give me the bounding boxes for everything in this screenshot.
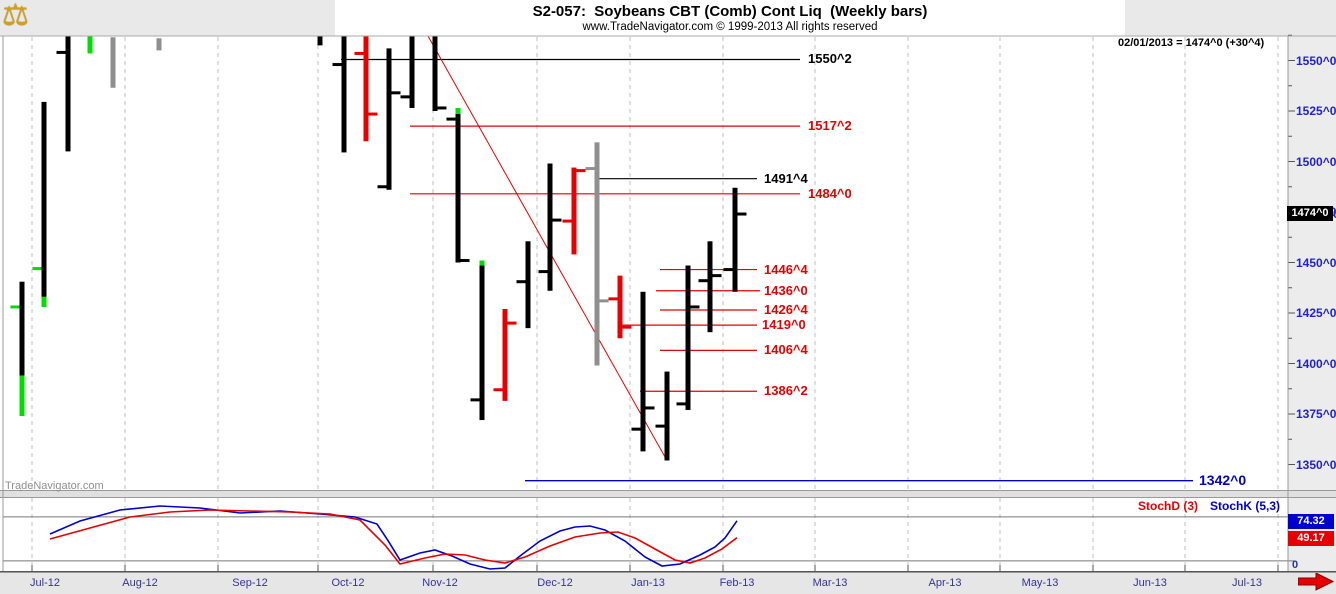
month-label: Oct-12 <box>331 577 365 589</box>
month-label: Nov-12 <box>422 577 458 589</box>
price-bar <box>516 241 531 329</box>
month-gridlines <box>31 37 1279 571</box>
sr-line-label: 1406^4 <box>764 342 808 358</box>
price-axis-label: 1375^0 <box>1296 407 1336 421</box>
sr-line-label: 1426^4 <box>764 301 808 317</box>
price-bars <box>10 36 747 461</box>
partial-axis-label: 0 <box>1333 207 1336 221</box>
month-label: Jun-13 <box>1133 577 1167 589</box>
month-label: Sep-12 <box>232 577 268 589</box>
price-axis-label: 1425^0 <box>1296 306 1336 320</box>
title-box: S2-057: Soybeans CBT (Comb) Cont Liq (We… <box>335 0 1125 36</box>
price-bar <box>156 38 162 51</box>
scroll-right-arrow-button[interactable] <box>1298 573 1336 591</box>
stoch-zero-label: 0 <box>1292 559 1299 571</box>
price-bar <box>655 371 670 461</box>
stoch-curves <box>49 505 738 570</box>
stoch-k-legend[interactable]: StochK (5,3) <box>1210 499 1281 513</box>
last-price-badge: 1474^0 <box>1287 206 1333 221</box>
price-bar <box>585 142 609 366</box>
month-label: Jul-13 <box>1232 577 1262 589</box>
sr-line-label: 1491^4 <box>764 170 808 186</box>
stoch-curve <box>49 509 738 565</box>
stoch-level-lines <box>3 516 1294 562</box>
price-bar <box>400 36 415 108</box>
time-axis-strip[interactable] <box>0 572 1336 594</box>
panel-frames <box>0 35 1336 572</box>
price-bar <box>538 163 562 291</box>
chart-title: S2-057: Soybeans CBT (Comb) Cont Liq (We… <box>532 3 928 20</box>
month-label: May-13 <box>1021 577 1059 589</box>
trade-navigator-logo-icon: ⚖ <box>2 0 29 32</box>
month-label: Apr-13 <box>928 577 962 589</box>
sr-line-label: 1386^2 <box>764 383 808 399</box>
sr-line-label: 1436^0 <box>764 282 808 298</box>
sr-line-label: 1484^0 <box>808 185 852 201</box>
price-bar <box>723 187 747 292</box>
price-axis-label: 1350^0 <box>1296 457 1336 472</box>
price-bar <box>493 308 517 401</box>
stoch-k-value-badge: 74.32 <box>1288 514 1334 529</box>
price-bar <box>10 281 25 417</box>
price-axis-label: 1550^0 <box>1296 53 1336 68</box>
price-bar <box>56 36 71 152</box>
price-bar <box>698 241 722 333</box>
month-label: Jul-12 <box>30 577 60 589</box>
price-bar <box>317 36 323 46</box>
sr-line-label: 1419^0 <box>762 317 806 333</box>
sr-line-label: 1550^2 <box>808 51 852 67</box>
price-bar <box>432 36 447 112</box>
price-axis-label: 1525^0 <box>1296 104 1336 118</box>
price-bar <box>87 36 93 54</box>
cursor-date-price-readout: 02/01/2013 = 1474^0 (+30^4) <box>1118 37 1265 49</box>
support-resistance-lines <box>341 58 1193 482</box>
price-bar <box>354 36 378 142</box>
month-label: Jan-13 <box>631 577 665 589</box>
price-bar <box>676 265 700 410</box>
price-bar <box>470 260 485 421</box>
price-bar <box>32 101 47 307</box>
stoch-curve <box>49 505 738 570</box>
sr-line-label: 1517^2 <box>808 118 852 134</box>
price-axis-strip[interactable] <box>1288 36 1336 571</box>
sr-line-label: 1446^4 <box>764 261 808 277</box>
price-axis-label: 1450^0 <box>1296 255 1336 270</box>
chart-subtitle: www.TradeNavigator.com © 1999-2013 All r… <box>582 21 878 33</box>
month-label: Mar-13 <box>812 577 848 589</box>
price-bar <box>562 167 586 255</box>
month-label: Aug-12 <box>122 577 158 589</box>
watermark: TradeNavigator.com <box>5 480 104 492</box>
price-bar <box>110 37 116 88</box>
price-bar <box>446 107 470 263</box>
price-axis-ticks <box>1288 34 1295 466</box>
panel-splitter[interactable] <box>0 490 1336 498</box>
price-axis-label: 1500^0 <box>1296 154 1336 169</box>
stoch-d-legend[interactable]: StochD (3) <box>1138 499 1198 513</box>
month-label: Dec-12 <box>537 577 573 589</box>
price-bar <box>377 48 401 190</box>
price-axis-label: 1400^0 <box>1296 356 1336 371</box>
price-bar <box>608 275 632 339</box>
month-label: Feb-13 <box>719 577 755 589</box>
sr-line-label: 1342^0 <box>1199 471 1247 488</box>
price-bar <box>631 291 655 452</box>
stoch-d-value-badge: 49.17 <box>1288 531 1334 546</box>
price-bar <box>332 36 347 153</box>
